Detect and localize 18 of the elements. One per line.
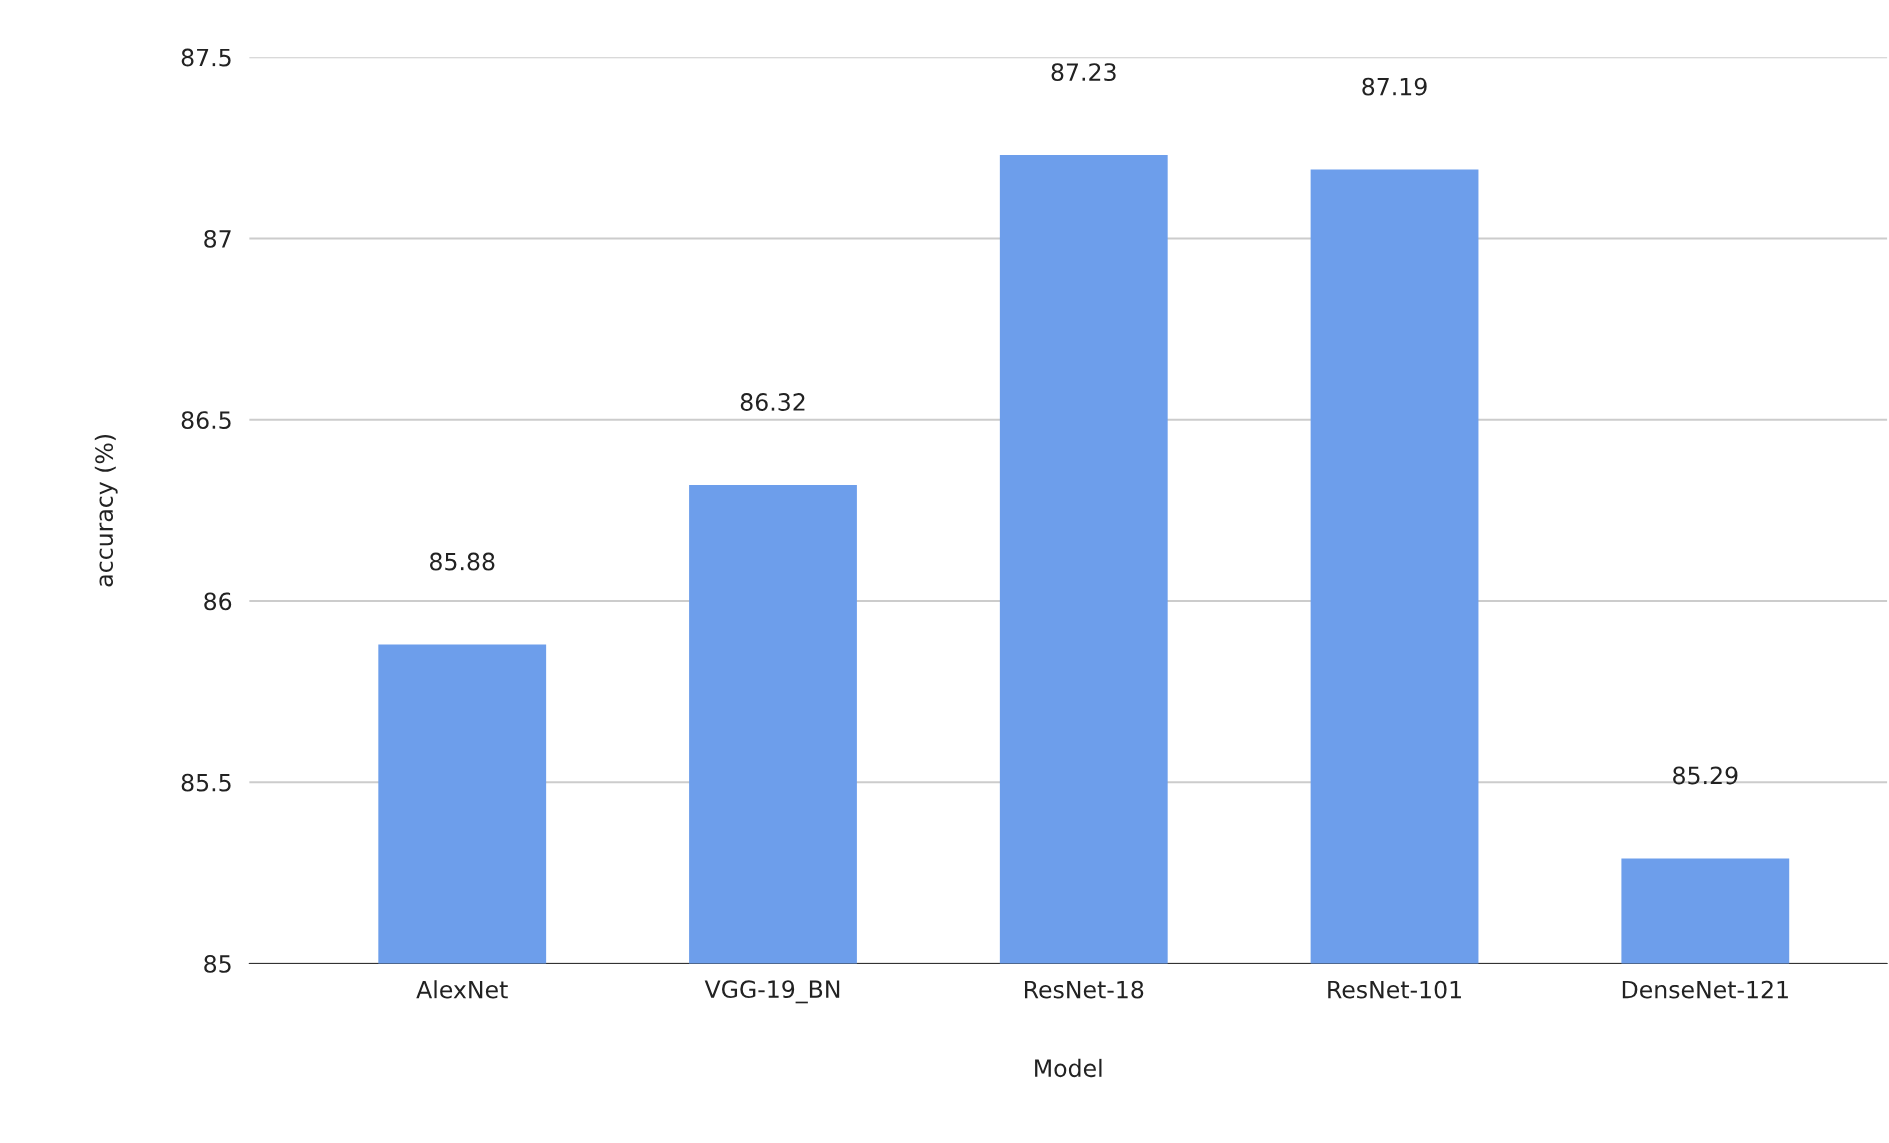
- y-tick-label: 85.5: [181, 773, 231, 792]
- data-label: 86.32: [740, 393, 805, 411]
- y-tick-label: 85: [204, 955, 231, 973]
- x-tick-label: VGG-19_BN: [704, 980, 840, 1004]
- data-label: 87.23: [1051, 63, 1116, 82]
- x-tick-label: AlexNet: [416, 980, 508, 999]
- x-axis-title: Model: [1035, 1058, 1102, 1078]
- x-tick-label: DenseNet-121: [1622, 980, 1788, 999]
- y-axis-title: accuracy (%): [94, 434, 118, 587]
- data-label: 87.19: [1362, 77, 1427, 96]
- y-tick-label: 86.5: [181, 411, 231, 430]
- y-tick-label: 87: [204, 229, 231, 248]
- y-tick-label: 87.5: [181, 48, 231, 67]
- x-tick-label: ResNet-18: [1024, 980, 1144, 999]
- data-label: 85.88: [430, 552, 495, 571]
- y-tick-label: 86: [204, 592, 232, 611]
- data-label: 85.29: [1673, 766, 1738, 785]
- x-tick-label: ResNet-101: [1328, 980, 1461, 999]
